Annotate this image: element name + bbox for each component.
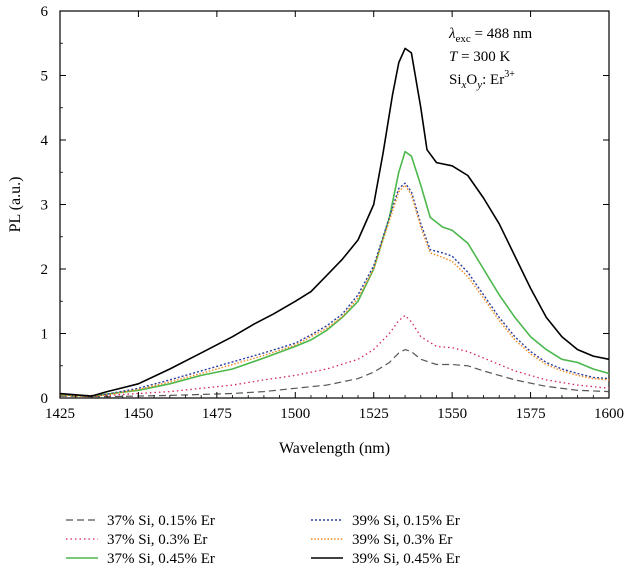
- y-tick-label: 2: [41, 262, 49, 278]
- x-tick-label: 1550: [437, 406, 467, 422]
- y-axis-ticks: 0 1 2 3 4 5 6: [41, 4, 609, 407]
- y-tick-label: 3: [41, 198, 49, 214]
- y-tick-label: 6: [41, 4, 49, 20]
- legend-label-6: 39% Si, 0.45% Er: [352, 551, 460, 567]
- legend: 37% Si, 0.15% Er 37% Si, 0.3% Er 37% Si, 0…: [66, 513, 460, 567]
- plot-frame: [59, 10, 610, 399]
- series-layer: [59, 47, 610, 398]
- annotation-box: λexc = 488 nm T = 300 K SixOy: Er3+: [448, 26, 532, 91]
- y-tick-label: 0: [41, 391, 49, 407]
- x-axis-ticks: 1425 1450 1475 1500 1525 1550 1575 1600: [45, 11, 624, 422]
- legend-label-5: 39% Si, 0.3% Er: [352, 532, 452, 548]
- x-tick-label: 1450: [123, 406, 153, 422]
- x-tick-label: 1475: [202, 406, 232, 422]
- x-tick-label: 1500: [280, 406, 310, 422]
- legend-label-3: 37% Si, 0.45% Er: [107, 551, 215, 567]
- series-line-6: [59, 47, 610, 397]
- y-tick-label: 1: [41, 327, 49, 343]
- y-tick-label: 5: [41, 69, 49, 85]
- series-line-3: [59, 150, 610, 397]
- material-annotation: SixOy: Er3+: [449, 69, 515, 91]
- excitation-annotation: λexc = 488 nm: [448, 26, 532, 45]
- temperature-annotation: T = 300 K: [449, 49, 511, 65]
- plot-area: 1425 1450 1475 1500 1525 1550 1575 1600 0 1 2 3 4 5 6: [41, 4, 625, 422]
- y-axis-title: PL (a.u.): [7, 177, 24, 233]
- y-tick-label: 4: [41, 133, 49, 149]
- x-tick-label: 1525: [359, 406, 389, 422]
- x-tick-label: 1600: [594, 406, 624, 422]
- series-line-4: [59, 182, 610, 398]
- x-axis-title: Wavelength (nm): [279, 440, 390, 457]
- series-line-5: [59, 184, 610, 398]
- x-tick-label: 1425: [45, 406, 75, 422]
- legend-label-1: 37% Si, 0.15% Er: [107, 513, 215, 529]
- legend-label-2: 37% Si, 0.3% Er: [107, 532, 207, 548]
- x-tick-label: 1575: [516, 406, 546, 422]
- legend-label-4: 39% Si, 0.15% Er: [352, 513, 460, 529]
- series-line-1: [59, 349, 610, 398]
- series-line-2: [60, 314, 610, 397]
